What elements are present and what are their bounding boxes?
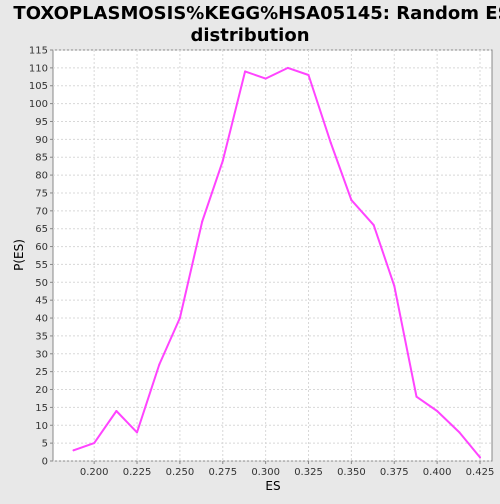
- y-axis-label: P(ES): [12, 239, 26, 271]
- y-tick-label: 35: [35, 331, 48, 342]
- chart-title-line-1: TOXOPLASMOSIS%KEGG%HSA05145: Random ES: [13, 3, 500, 24]
- data-point: [178, 317, 181, 320]
- data-point: [136, 431, 139, 434]
- y-tick-label: 5: [42, 439, 48, 450]
- y-tick-label: 95: [35, 117, 48, 128]
- data-point: [158, 363, 161, 366]
- y-tick-label: 30: [35, 349, 48, 360]
- axes: 0 5 10 15 20 25 30 35 40 45 50 55 60 65 70 75 80 85 90 95 10…: [29, 46, 494, 479]
- x-tick-label: 0.250: [166, 467, 195, 478]
- y-tick-label: 55: [35, 260, 48, 271]
- data-point: [329, 141, 332, 144]
- y-tick-label: 75: [35, 188, 48, 199]
- y-tick-label: 50: [35, 278, 48, 289]
- chart-title-line-2: distribution: [190, 25, 309, 46]
- data-point: [221, 159, 224, 162]
- y-tick-label: 100: [29, 99, 48, 110]
- y-tick-label: 15: [35, 403, 48, 414]
- data-point: [415, 395, 418, 398]
- x-tick-label: 0.350: [337, 467, 366, 478]
- data-point: [286, 66, 289, 69]
- y-tick-label: 65: [35, 224, 48, 235]
- x-tick-label: 0.375: [380, 467, 409, 478]
- y-tick-label: 70: [35, 206, 48, 217]
- y-tick-label: 105: [29, 81, 48, 92]
- y-tick-label: 45: [35, 296, 48, 307]
- y-tick-label: 90: [35, 135, 48, 146]
- data-point: [393, 284, 396, 287]
- y-tick-label: 60: [35, 242, 48, 253]
- y-tick-label: 80: [35, 171, 48, 182]
- x-tick-label: 0.275: [208, 467, 237, 478]
- data-point: [372, 224, 375, 227]
- y-tick-label: 25: [35, 367, 48, 378]
- data-point: [93, 442, 96, 445]
- y-tick-label: 115: [29, 46, 48, 57]
- grid: [53, 49, 492, 462]
- data-point: [478, 456, 481, 459]
- x-axis-label: ES: [265, 479, 280, 493]
- y-tick-label: 0: [42, 457, 48, 468]
- y-tick-label: 20: [35, 385, 48, 396]
- data-point: [458, 431, 461, 434]
- y-tick-label: 85: [35, 153, 48, 164]
- x-tick-label: 0.400: [423, 467, 452, 478]
- data-point: [201, 220, 204, 223]
- y-tick-label: 110: [29, 63, 48, 74]
- data-point: [350, 199, 353, 202]
- x-tick-label: 0.325: [294, 467, 323, 478]
- data-point: [72, 449, 75, 452]
- data-point: [307, 74, 310, 77]
- data-point: [436, 409, 439, 412]
- data-point: [244, 70, 247, 73]
- y-tick-label: 40: [35, 314, 48, 325]
- series-line: [72, 66, 481, 459]
- data-point: [264, 77, 267, 80]
- series: [72, 66, 481, 459]
- x-tick-label: 0.425: [466, 467, 495, 478]
- y-tick-label: 10: [35, 421, 48, 432]
- x-tick-label: 0.200: [80, 467, 109, 478]
- x-tick-label: 0.225: [123, 467, 152, 478]
- data-point: [115, 409, 118, 412]
- x-tick-label: 0.300: [251, 467, 280, 478]
- plot-area: [52, 49, 493, 462]
